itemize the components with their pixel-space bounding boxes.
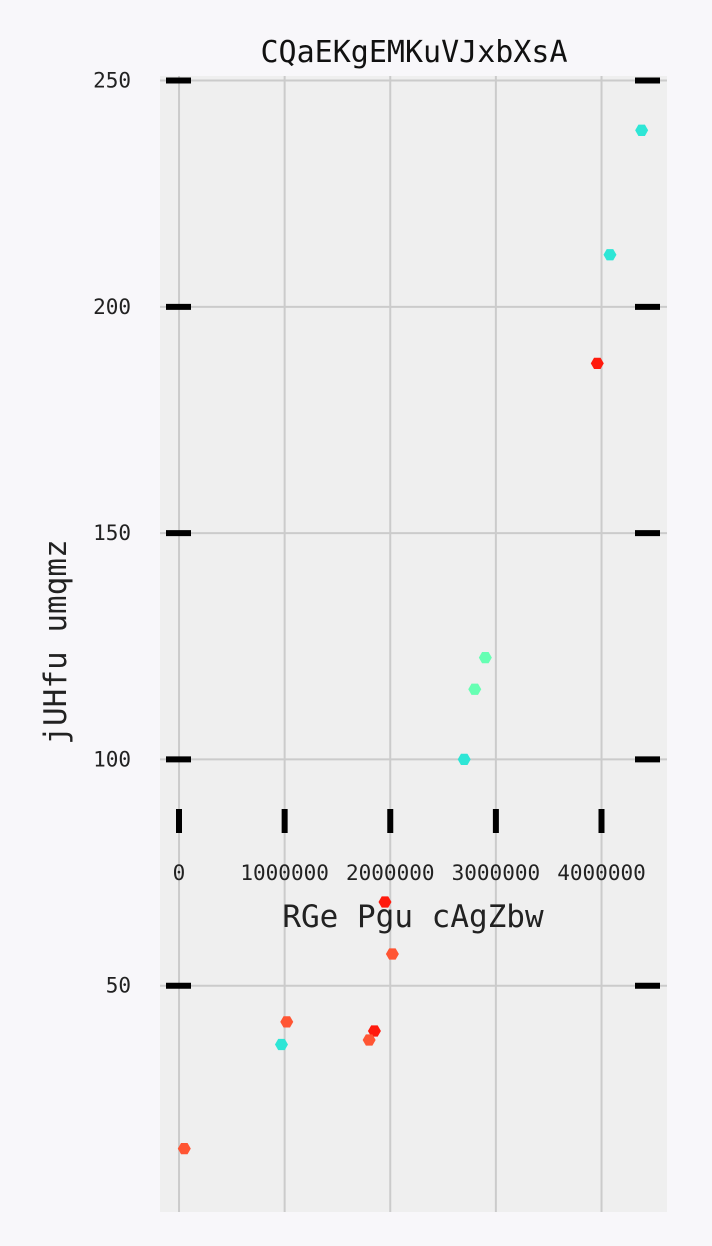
- y-axis-label: jUHfu umqmz: [38, 539, 74, 744]
- data-point: [274, 1038, 288, 1051]
- y-tick-label: 250: [93, 69, 131, 93]
- chart-title: CQaEKgEMKuVJxbXsA: [260, 35, 567, 70]
- data-point: [385, 948, 399, 960]
- data-point: [280, 1016, 294, 1028]
- data-point: [468, 683, 482, 695]
- y-tick-label: 200: [93, 295, 131, 319]
- y-tick-label: 50: [106, 974, 131, 998]
- x-tick-label: 4000000: [557, 861, 646, 885]
- data-point: [362, 1034, 376, 1046]
- plot-background: [160, 76, 667, 1212]
- data-points: [177, 124, 649, 1155]
- x-tick-label: 2000000: [346, 861, 435, 885]
- x-tick-label: 0: [173, 861, 186, 885]
- data-point: [478, 651, 492, 664]
- data-point: [457, 753, 471, 766]
- x-tick-label: 3000000: [452, 861, 541, 885]
- x-axis-label: RGe Pgu cAgZbw: [282, 899, 544, 935]
- tick-labels: 0 1000000 2000000 3000000 4000000 50 100 150 200…: [93, 69, 646, 998]
- x-tick-label: 1000000: [240, 861, 329, 885]
- grid: [160, 76, 667, 1212]
- data-point: [367, 1025, 381, 1037]
- y-tick-label: 100: [93, 747, 131, 771]
- data-point: [378, 896, 392, 908]
- data-point: [603, 249, 617, 261]
- data-point: [635, 124, 649, 136]
- y-tick-label: 150: [93, 521, 131, 545]
- data-point: [177, 1143, 191, 1155]
- tick-marks: [166, 77, 660, 989]
- data-point: [590, 357, 604, 370]
